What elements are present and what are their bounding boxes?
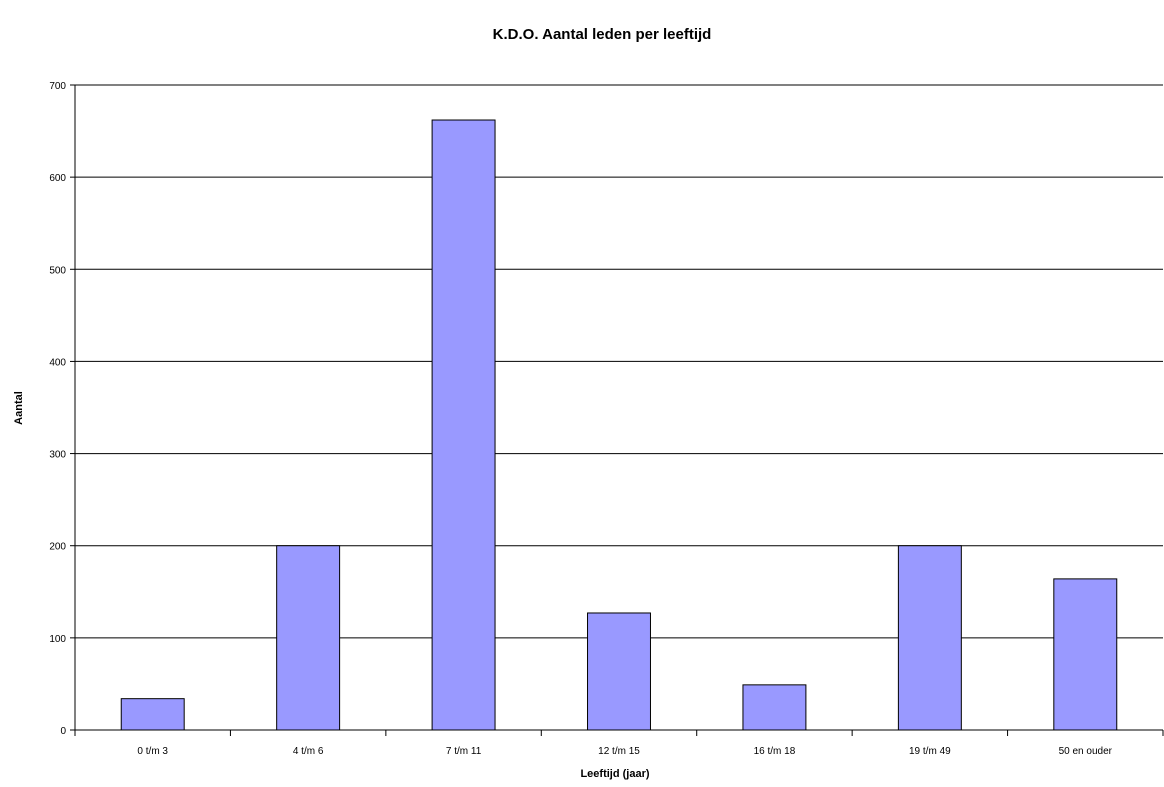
bar [276, 545, 341, 731]
y-tick-label: 0 [60, 726, 66, 737]
bar [120, 698, 185, 731]
x-tick-label: 50 en ouder [1059, 746, 1113, 757]
bars [120, 119, 1118, 731]
y-tick-label: 300 [49, 450, 66, 461]
x-tick-label: 16 t/m 18 [754, 746, 796, 757]
y-tick-label: 600 [49, 173, 66, 184]
x-tick-label: 7 t/m 11 [446, 746, 482, 757]
chart-title: K.D.O. Aantal leden per leeftijd [493, 26, 712, 43]
bar [431, 119, 496, 731]
x-tick-label: 4 t/m 6 [293, 746, 324, 757]
y-axis-label: Aantal [13, 391, 25, 425]
x-tick-label: 12 t/m 15 [598, 746, 640, 757]
x-tick-label: 0 t/m 3 [137, 746, 168, 757]
x-axis-label: Leeftijd (jaar) [580, 768, 649, 780]
y-tick-label: 100 [49, 634, 66, 645]
x-tick-label: 19 t/m 49 [909, 746, 951, 757]
y-tick-label: 700 [49, 81, 66, 92]
y-tick-label: 200 [49, 542, 66, 553]
y-tick-label: 500 [49, 265, 66, 276]
bar [1053, 578, 1118, 731]
bar [742, 684, 807, 731]
bar [897, 545, 962, 731]
axes [70, 84, 1164, 736]
gridlines [75, 84, 1163, 639]
bar [587, 612, 651, 731]
y-tick-label: 400 [49, 357, 66, 368]
x-tick-labels: 0 t/m 3 4 t/m 6 7 t/m 11 12 t/m 15 16 t/m 18… [137, 746, 1112, 757]
y-tick-labels: 0 100 200 300 400 500 600 700 [49, 81, 66, 737]
